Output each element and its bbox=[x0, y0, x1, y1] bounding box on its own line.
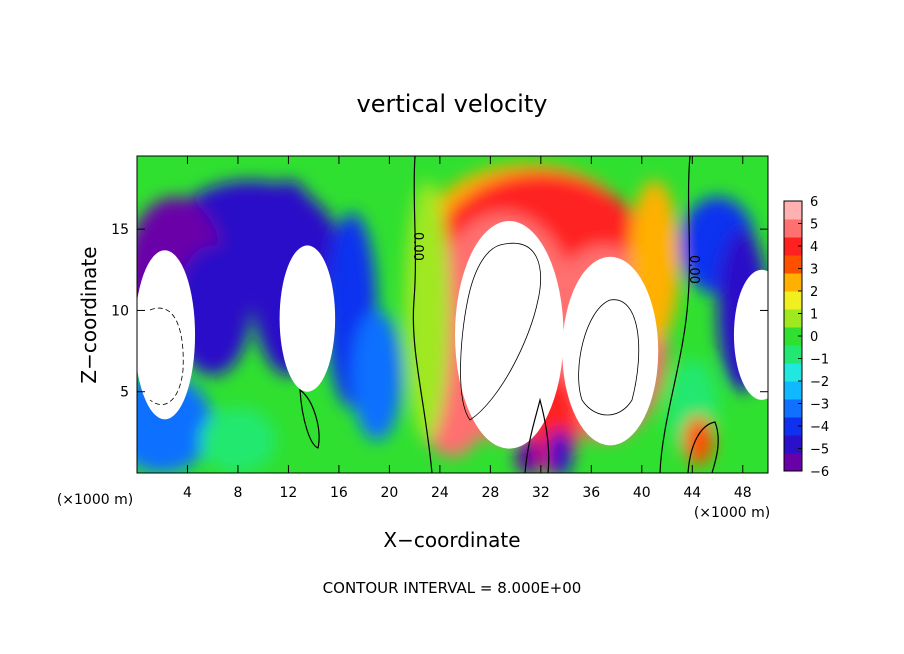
field-blob-5 bbox=[351, 310, 403, 441]
saturated-region-3 bbox=[562, 256, 659, 446]
saturated-region-2 bbox=[455, 221, 564, 449]
x-tick-label-0: 4 bbox=[183, 485, 192, 501]
colorbar-segment-6 bbox=[784, 345, 802, 364]
colorbar-label-9: −3 bbox=[810, 398, 829, 413]
chart-title: vertical velocity bbox=[357, 90, 548, 118]
x-unit-left: (×1000 m) bbox=[57, 492, 133, 508]
zero-contour-left bbox=[412, 156, 433, 473]
colorbar-segment-10 bbox=[784, 273, 802, 292]
contour-lines bbox=[149, 156, 719, 473]
x-axis-label: X−coordinate bbox=[383, 528, 520, 552]
x-tick-label-6: 28 bbox=[481, 485, 499, 501]
field-regions bbox=[137, 221, 768, 449]
y-axis-label: Z−coordinate bbox=[77, 246, 101, 383]
colorbar-label-7: −1 bbox=[810, 353, 829, 368]
field-blob-18 bbox=[547, 429, 573, 473]
y-axis-ticks: 5 10 15 bbox=[111, 222, 768, 401]
colorbar-segment-5 bbox=[784, 363, 802, 382]
colorbar-segment-7 bbox=[784, 327, 802, 346]
colorbar-label-2: 4 bbox=[810, 240, 818, 255]
colorbar-label-11: −5 bbox=[810, 443, 829, 458]
y-tick-label-2: 15 bbox=[111, 222, 129, 238]
colorbar-segment-2 bbox=[784, 417, 802, 436]
colorbar-label-4: 2 bbox=[810, 285, 818, 300]
contour-label-left: 0.00 bbox=[410, 232, 425, 261]
x-unit-right: (×1000 m) bbox=[694, 505, 770, 521]
colorbar-label-6: 0 bbox=[810, 330, 818, 345]
y-tick-label-1: 10 bbox=[111, 303, 129, 319]
x-tick-label-11: 48 bbox=[734, 485, 752, 501]
colorbar-label-0: 6 bbox=[810, 195, 818, 210]
plot-frame bbox=[136, 155, 769, 474]
x-axis-ticks: 4 8 12 16 20 24 28 32 36 40 44 48 bbox=[183, 156, 752, 501]
colorbar-label-10: −4 bbox=[810, 420, 829, 435]
contour-label-right: 0.00 bbox=[686, 255, 701, 284]
x-tick-label-5: 24 bbox=[431, 485, 449, 501]
x-tick-label-1: 8 bbox=[233, 485, 242, 501]
colorbar: 6 5 4 3 2 1 0 −1 −2 −3 −4 −5 −6 bbox=[783, 195, 829, 480]
y-tick-label-0: 5 bbox=[120, 385, 129, 401]
x-tick-label-3: 16 bbox=[330, 485, 348, 501]
x-tick-label-9: 40 bbox=[633, 485, 651, 501]
heatmap-field bbox=[137, 156, 768, 473]
colorbar-segment-8 bbox=[784, 309, 802, 328]
colorbar-segment-11 bbox=[784, 255, 802, 274]
x-tick-label-10: 44 bbox=[683, 485, 701, 501]
colorbar-label-5: 1 bbox=[810, 308, 818, 323]
inner-contour-center bbox=[460, 242, 541, 421]
colorbar-segment-4 bbox=[784, 381, 802, 400]
colorbar-segment-13 bbox=[784, 219, 802, 238]
colorbar-segment-3 bbox=[784, 399, 802, 418]
saturated-region-4 bbox=[733, 269, 768, 400]
colorbar-segment-0 bbox=[784, 453, 802, 472]
colorbar-segment-1 bbox=[784, 435, 802, 454]
colorbar-label-1: 5 bbox=[810, 218, 818, 233]
colorbar-label-12: −6 bbox=[810, 465, 829, 480]
colorbar-segment-12 bbox=[784, 237, 802, 256]
colorbar-segment-9 bbox=[784, 291, 802, 310]
zero-contour-right bbox=[659, 156, 691, 473]
contour-interval-footer: CONTOUR INTERVAL = 8.000E+00 bbox=[323, 579, 582, 597]
field-blob-19 bbox=[404, 180, 450, 441]
zero-contour-small bbox=[299, 388, 320, 449]
x-tick-label-2: 12 bbox=[280, 485, 298, 501]
x-tick-label-4: 20 bbox=[380, 485, 398, 501]
colorbar-label-3: 3 bbox=[810, 263, 818, 278]
field-blob-7 bbox=[200, 407, 276, 473]
contour-bottom-right bbox=[687, 421, 719, 473]
inner-contour-right bbox=[578, 299, 640, 416]
negative-contour-left bbox=[149, 307, 184, 405]
saturated-region-0 bbox=[137, 250, 196, 420]
contour-bottom-center bbox=[524, 397, 550, 473]
colorbar-label-8: −2 bbox=[810, 375, 829, 390]
x-tick-label-8: 36 bbox=[582, 485, 600, 501]
x-tick-label-7: 32 bbox=[532, 485, 550, 501]
colorbar-segment-14 bbox=[784, 201, 802, 220]
saturated-region-1 bbox=[279, 245, 336, 392]
field-blob-17 bbox=[515, 437, 541, 473]
